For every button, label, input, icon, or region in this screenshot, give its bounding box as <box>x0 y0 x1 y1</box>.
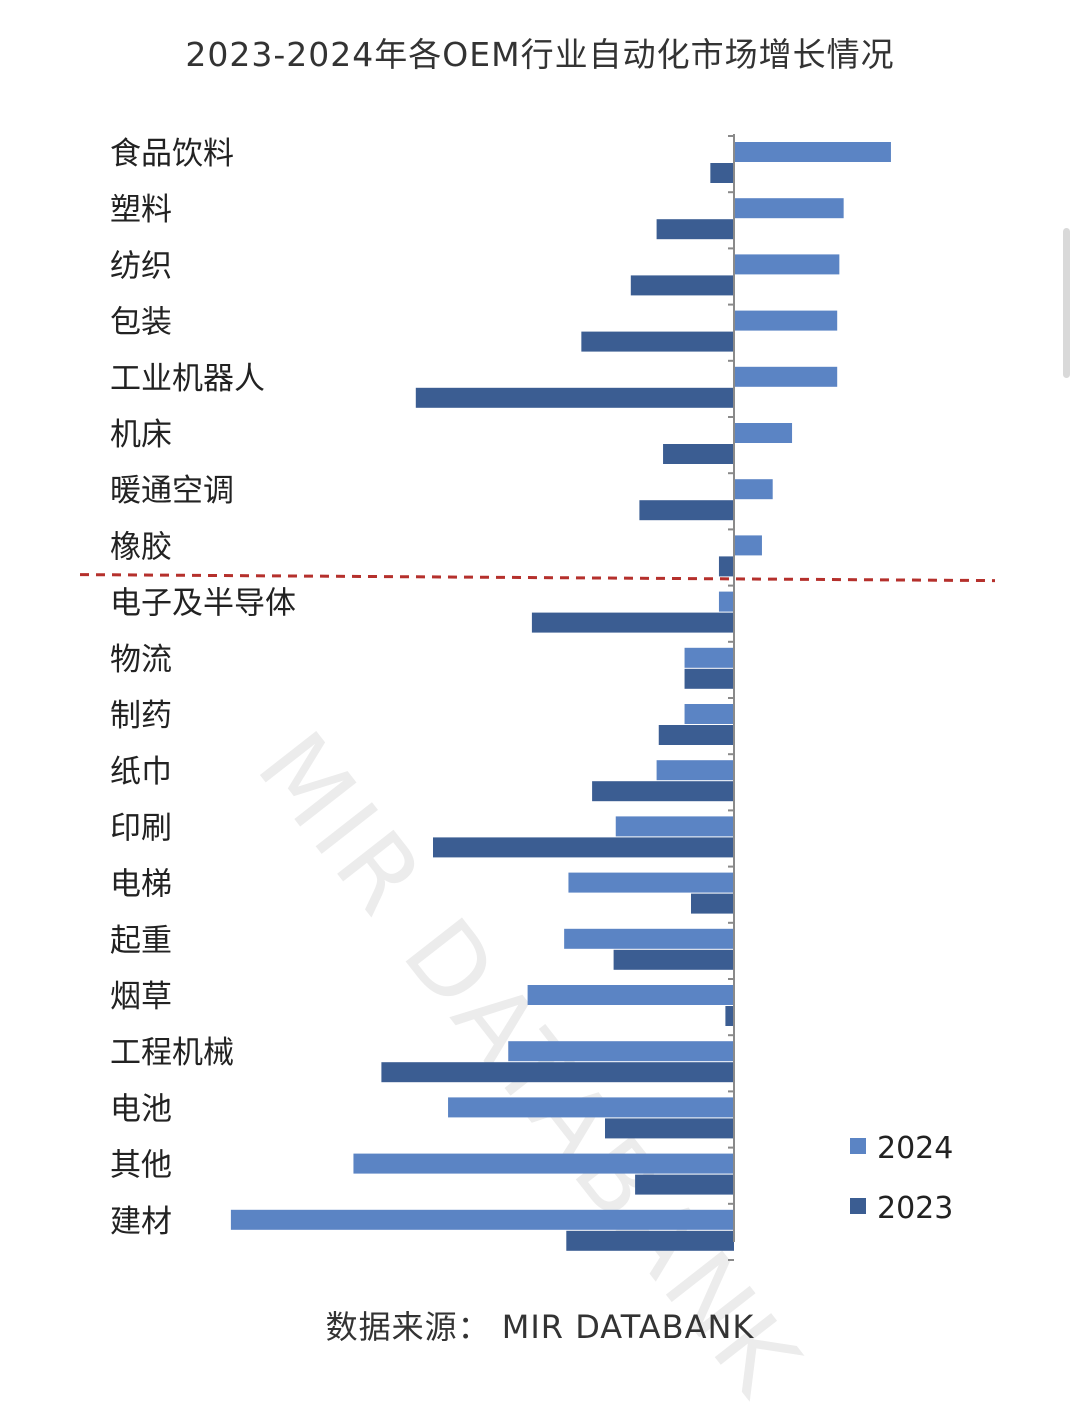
bar-2024-1 <box>734 198 844 219</box>
bar-2024-0 <box>734 142 891 162</box>
bar-2023-10 <box>658 725 734 745</box>
bar-2024-11 <box>656 760 734 781</box>
category-label: 起重 <box>110 923 172 959</box>
bar-2023-7 <box>718 556 734 577</box>
bars-layer <box>79 134 996 1261</box>
bar-2024-17 <box>448 1097 734 1118</box>
bar-2023-4 <box>415 387 734 408</box>
category-labels-layer: 食品饮料塑料纺织包装工业机器人机床暖通空调橡胶电子及半导体物流制药纸巾印刷电梯起… <box>110 136 296 1240</box>
chart-title: 2023-2024年各OEM行业自动化市场增长情况 <box>185 35 895 74</box>
category-label: 暖通空调 <box>110 473 234 509</box>
bar-2024-7 <box>734 535 762 556</box>
bar-2024-4 <box>734 366 838 387</box>
bar-2024-15 <box>527 985 734 1005</box>
bar-2024-12 <box>615 816 734 837</box>
category-label: 印刷 <box>110 810 172 846</box>
category-label: 工程机械 <box>110 1035 234 1071</box>
legend-label-2023: 2023 <box>877 1191 953 1226</box>
category-label: 电子及半导体 <box>110 586 296 622</box>
category-label: 工业机器人 <box>110 361 265 397</box>
legend-swatch-2024 <box>850 1138 866 1154</box>
category-label: 食品饮料 <box>110 136 234 172</box>
bar-2023-6 <box>639 500 734 521</box>
bar-2023-0 <box>710 163 734 183</box>
bar-2024-3 <box>734 310 838 331</box>
category-label: 烟草 <box>110 979 172 1015</box>
bar-2024-6 <box>734 479 773 500</box>
legend: 2024 2023 <box>850 1131 953 1226</box>
bar-2024-9 <box>684 647 734 668</box>
bar-2023-5 <box>663 444 734 464</box>
bar-2024-13 <box>568 872 734 893</box>
category-label: 机床 <box>110 417 172 453</box>
bar-2023-17 <box>605 1118 734 1139</box>
bar-2023-11 <box>592 781 734 802</box>
bar-2024-10 <box>684 704 734 724</box>
bar-2024-16 <box>508 1041 734 1062</box>
bar-2023-8 <box>531 612 734 633</box>
scrollbar[interactable] <box>1063 228 1070 378</box>
category-label: 橡胶 <box>110 529 172 565</box>
category-label: 制药 <box>110 698 172 734</box>
category-label: 电梯 <box>110 867 172 903</box>
bar-2024-14 <box>564 928 734 949</box>
category-label: 塑料 <box>110 192 172 228</box>
bar-2023-3 <box>581 331 734 352</box>
category-label: 物流 <box>110 642 172 678</box>
bar-2024-8 <box>718 591 734 612</box>
bar-2023-14 <box>613 949 734 970</box>
bar-2023-13 <box>691 893 734 914</box>
data-source-note: 数据来源： MIR DATABANK <box>325 1308 755 1346</box>
bar-2024-19 <box>230 1209 734 1230</box>
category-label: 建材 <box>110 1204 172 1240</box>
divider-dashed-line <box>79 573 996 583</box>
bar-2023-16 <box>381 1062 734 1083</box>
category-label: 电池 <box>110 1091 172 1127</box>
category-label: 包装 <box>110 305 172 341</box>
bar-2023-1 <box>656 219 734 240</box>
legend-swatch-2023 <box>850 1198 866 1214</box>
category-label: 其他 <box>110 1148 172 1184</box>
bar-2024-2 <box>734 254 840 275</box>
bar-2023-15 <box>725 1006 734 1026</box>
category-label: 纺织 <box>110 248 172 284</box>
bar-2023-19 <box>566 1230 734 1251</box>
bar-2023-18 <box>635 1174 734 1195</box>
bar-2024-5 <box>734 423 793 443</box>
category-label: 纸巾 <box>110 754 172 790</box>
legend-label-2024: 2024 <box>877 1131 953 1166</box>
bar-2023-9 <box>684 668 734 689</box>
bar-2023-2 <box>630 275 734 296</box>
bar-2023-12 <box>433 837 734 858</box>
bar-2024-18 <box>353 1153 734 1174</box>
